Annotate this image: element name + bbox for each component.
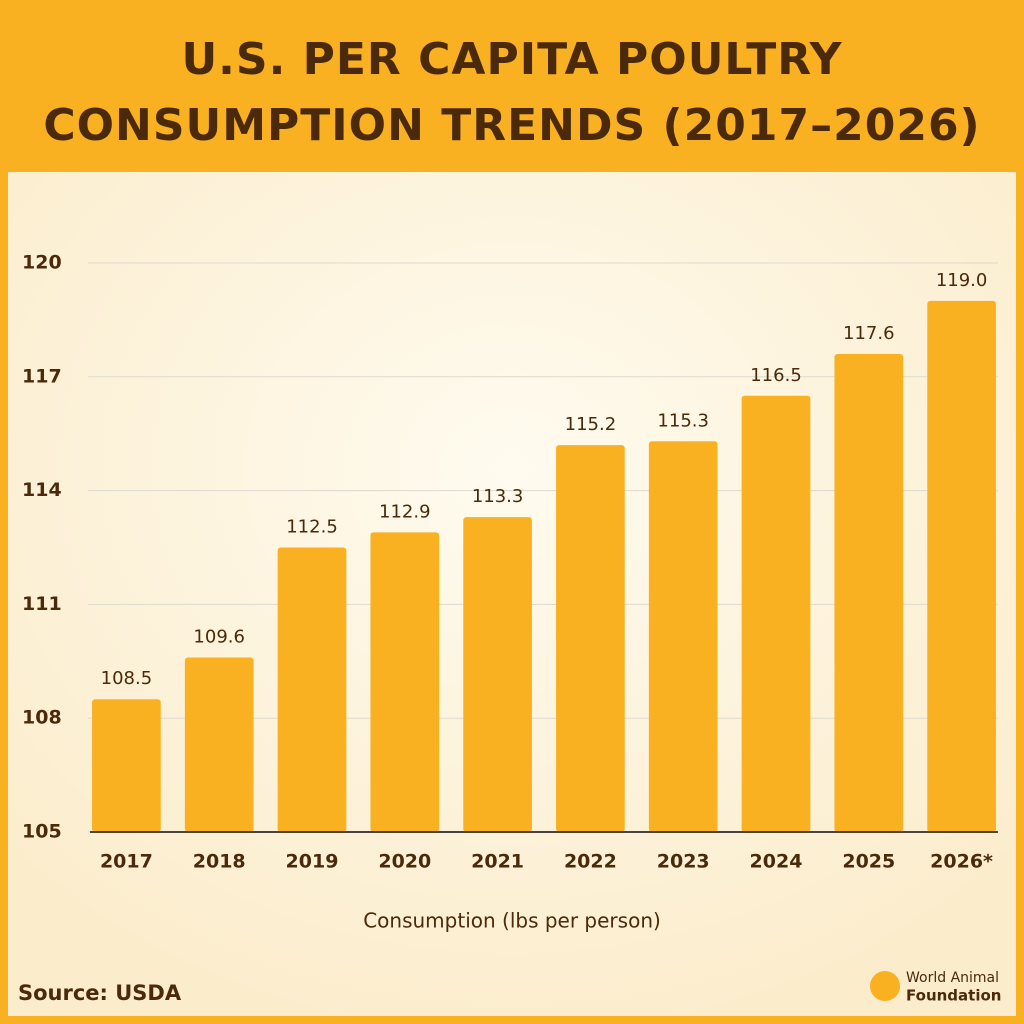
value-label: 113.3: [472, 486, 524, 507]
source: Source: USDA: [18, 981, 182, 1005]
bar: [741, 395, 811, 832]
chart-title: U.S. PER CAPITA POULTRY: [181, 34, 842, 85]
y-tick-label: 105: [22, 821, 62, 843]
value-label: 119.0: [936, 270, 988, 291]
value-label: 117.6: [843, 323, 895, 344]
brand: World Animal: [906, 970, 999, 986]
value-label: 112.9: [379, 501, 431, 522]
y-tick-label: 120: [22, 252, 62, 274]
bar: [556, 445, 625, 832]
value-label: 115.2: [565, 414, 617, 435]
y-tick-label: 114: [22, 479, 62, 501]
bar: [370, 532, 440, 832]
x-tick-label: 2019: [286, 851, 339, 873]
x-tick-label: 2024: [750, 851, 803, 873]
bar: [834, 354, 904, 832]
logo-icon: [870, 971, 900, 1001]
bar: [463, 517, 532, 832]
x-tick-label: 2025: [842, 851, 895, 873]
value-label: 109.6: [193, 627, 245, 648]
x-tick-label: 2023: [657, 851, 710, 873]
bar: [927, 300, 996, 832]
x-axis-label: Consumption (lbs per person): [363, 909, 661, 933]
y-tick-label: 111: [22, 593, 62, 615]
x-tick-label: 2021: [471, 851, 524, 873]
bar: [92, 699, 161, 832]
x-tick-label: 2022: [564, 851, 617, 873]
bar: [184, 657, 254, 832]
bar: [648, 441, 718, 832]
value-label: 115.3: [657, 410, 709, 431]
value-label: 116.5: [750, 365, 802, 386]
brand: Foundation: [906, 987, 1001, 1005]
value-label: 108.5: [101, 668, 153, 689]
y-tick-label: 108: [22, 707, 62, 729]
value-label: 112.5: [286, 517, 338, 538]
bar: [277, 547, 347, 832]
chart-title: CONSUMPTION TRENDS (2017–2026): [43, 100, 980, 151]
x-tick-label: 2026*: [930, 851, 993, 873]
x-tick-label: 2017: [100, 851, 153, 873]
x-tick-label: 2018: [193, 851, 246, 873]
y-tick-label: 117: [22, 365, 62, 387]
x-tick-label: 2020: [378, 851, 431, 873]
